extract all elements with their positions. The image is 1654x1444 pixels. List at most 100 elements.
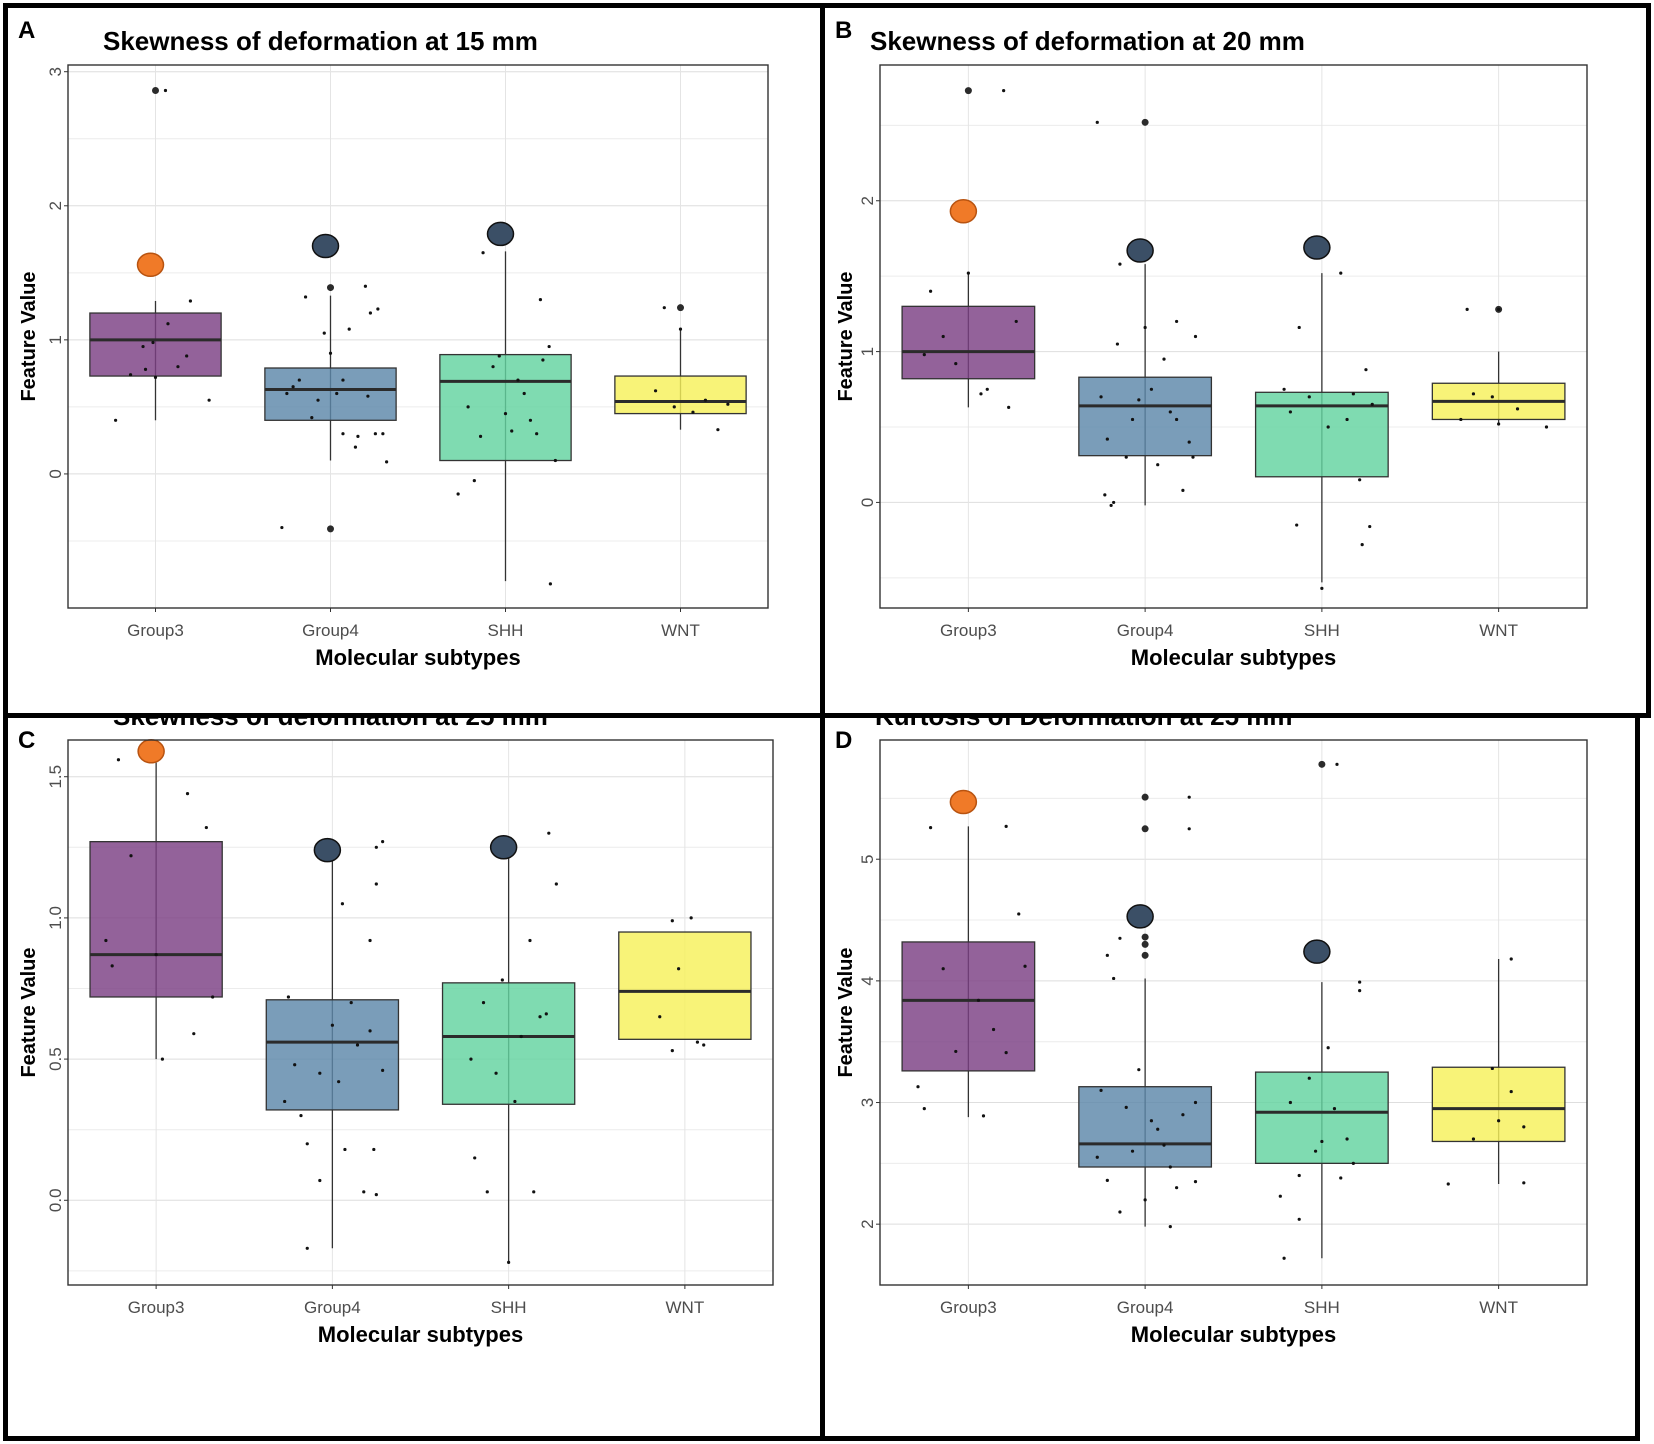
panel-b-chart: B Skewness of deformation at 20 mm 0 1 2 Grou… [835, 17, 1588, 670]
jitter-point [473, 1156, 477, 1160]
jitter-point [538, 298, 543, 302]
jitter-point [1105, 437, 1109, 441]
x-tick-label: Group4 [1117, 1298, 1174, 1317]
jitter-point [330, 1023, 334, 1027]
box-group4 [265, 999, 400, 1111]
highlight-marker [949, 789, 978, 815]
y-axis-title: Feature Value [835, 947, 857, 1077]
jitter-point [1522, 1125, 1526, 1129]
outlier-point [1318, 760, 1326, 768]
jitter-point [1313, 1149, 1318, 1153]
outlier-point [1141, 793, 1149, 801]
jitter-point [335, 391, 339, 396]
outlier-point [1141, 940, 1149, 948]
x-tick-label: Group3 [940, 1298, 997, 1317]
jitter-point [466, 405, 470, 409]
jitter-point [1307, 1076, 1311, 1080]
jitter-point [658, 1015, 662, 1019]
jitter-point [368, 311, 372, 315]
jitter-point [1368, 524, 1372, 529]
jitter-point [1288, 1100, 1292, 1105]
chart-title: Kurtosis of Deformation at 25 mm [875, 718, 1293, 731]
jitter-point [941, 967, 945, 971]
jitter-point [305, 1142, 309, 1146]
y-axis-title: Feature Value [18, 947, 40, 1077]
jitter-point [522, 391, 526, 396]
jitter-point [469, 1057, 473, 1061]
jitter-point [129, 854, 133, 858]
box-group4 [1078, 1086, 1213, 1168]
jitter-point [1345, 1137, 1349, 1141]
jitter-point [481, 251, 485, 255]
highlight-marker [1303, 939, 1331, 964]
jitter-point [1515, 407, 1520, 411]
jitter-point [1490, 1066, 1494, 1071]
box-wnt [618, 931, 752, 1040]
jitter-point [141, 344, 145, 349]
box-wnt [614, 375, 747, 415]
y-tick-label: 2 [858, 196, 877, 205]
jitter-point [1175, 417, 1179, 422]
jitter-point [1105, 1178, 1109, 1182]
outlier-point [1141, 825, 1149, 833]
jitter-point [1351, 392, 1355, 396]
jitter-point [1156, 1127, 1160, 1131]
jitter-point [1297, 1217, 1301, 1221]
panel-a: A Skewness of deformation at 15 mm 0 1 2 3 Gro… [3, 3, 825, 718]
jitter-point [548, 582, 552, 586]
jitter-point [1191, 455, 1195, 459]
jitter-point [513, 1099, 517, 1104]
jitter-point [1099, 395, 1103, 399]
jitter-point [976, 998, 981, 1002]
jitter-point [372, 1147, 376, 1152]
box-group3 [901, 941, 1036, 1072]
jitter-point [1497, 1119, 1501, 1123]
jitter-point [1112, 500, 1116, 505]
y-axis-title: Feature Value [18, 271, 40, 401]
jitter-point [1193, 1100, 1198, 1105]
jitter-point [1099, 1088, 1103, 1092]
box-wnt [1431, 1066, 1566, 1143]
y-tick-label: 1 [46, 335, 65, 344]
jitter-point [1162, 1143, 1166, 1147]
jitter-point [1351, 1161, 1355, 1165]
jitter-point [1360, 543, 1364, 547]
jitter-point [922, 1107, 926, 1111]
jitter-point [1509, 1089, 1513, 1094]
jitter-point [478, 434, 483, 438]
jitter-point [280, 525, 284, 530]
jitter-point [349, 1001, 353, 1005]
jitter-point [676, 967, 681, 971]
y-tick-label: 4 [858, 976, 877, 985]
jitter-point [154, 953, 158, 957]
jitter-point [726, 402, 730, 406]
jitter-point [381, 1068, 385, 1072]
jitter-point [494, 1071, 498, 1075]
panel-letter: C [18, 727, 35, 754]
outlier-point [964, 87, 972, 95]
jitter-point [1118, 936, 1122, 940]
y-tick-label: 0 [858, 498, 877, 507]
jitter-point [188, 299, 193, 303]
panel-a-chart: A Skewness of deformation at 15 mm 0 1 2 3 Gro… [18, 17, 769, 670]
jitter-point [1326, 1046, 1330, 1050]
jitter-point [1358, 980, 1362, 984]
panel-c: C Skewness of deformation at 25 mm 0.0 0.5 1… [3, 713, 825, 1441]
jitter-point [1017, 912, 1021, 916]
jitter-point [356, 434, 360, 438]
jitter-point [185, 354, 189, 358]
jitter-point [166, 322, 170, 326]
jitter-point [366, 394, 370, 398]
jitter-point [1156, 463, 1160, 467]
jitter-point [1288, 410, 1292, 414]
highlight-marker [1126, 904, 1154, 929]
jitter-point [160, 1057, 165, 1061]
jitter-point [500, 978, 504, 982]
highlight-marker [1303, 235, 1331, 260]
jitter-point [381, 840, 385, 844]
jitter-point [1370, 402, 1374, 406]
y-tick-label: 2 [858, 1219, 877, 1228]
y-axis-title: Feature Value [835, 271, 857, 401]
chart-title: Skewness of deformation at 15 mm [103, 26, 538, 56]
jitter-point [1278, 1194, 1282, 1198]
